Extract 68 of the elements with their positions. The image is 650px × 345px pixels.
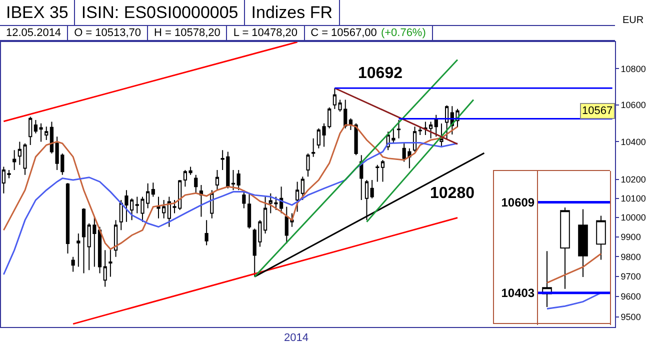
line-series — [546, 252, 602, 284]
candlestick — [28, 116, 32, 146]
candlestick — [236, 169, 240, 191]
y-tick-label: 10100 — [620, 193, 646, 204]
candlestick — [231, 169, 236, 191]
y-tick-label: 10600 — [620, 100, 646, 110]
annotation: 10692 — [358, 65, 403, 82]
text: Indizes FR — [245, 0, 340, 25]
y-tick-label: 10609 — [501, 195, 535, 210]
text: H = 10578,20 — [148, 26, 228, 40]
candlestick — [578, 208, 588, 278]
candlestick — [306, 152, 310, 178]
candlestick — [108, 248, 112, 278]
chart-subtitle: ISIN: ES0SI0000005 — [75, 0, 246, 25]
candlestick — [296, 181, 300, 212]
candlestick — [151, 182, 155, 198]
candlestick — [76, 232, 80, 268]
candlestick — [44, 126, 48, 141]
y-tick-label: 10200 — [620, 174, 646, 184]
y-tick-label: 9700 — [620, 272, 641, 282]
y-axis-title: EUR — [621, 14, 645, 28]
text: 12.05.2014 — [0, 26, 68, 40]
candlestick — [376, 164, 380, 182]
candlestick — [370, 180, 374, 199]
text: C = 10567,00 — [310, 27, 377, 39]
text: 2014 — [284, 332, 308, 344]
candlestick — [300, 176, 304, 201]
candlestick — [242, 190, 246, 209]
candlestick — [82, 208, 86, 274]
candlestick — [354, 122, 358, 156]
text: L = 10478,20 — [227, 26, 305, 40]
text: O = 10513,70 — [68, 26, 148, 40]
candlestick — [434, 114, 438, 138]
y-tick-label: 10000 — [620, 212, 646, 223]
text: (+0.76%) — [380, 27, 426, 39]
candlestick — [560, 207, 570, 290]
candlestick — [50, 121, 54, 154]
candlestick — [66, 182, 70, 254]
y-tick-label: 10400 — [620, 136, 646, 147]
annotation: 10567 — [582, 105, 613, 117]
candlestick — [204, 220, 208, 246]
y-tick-label: 9900 — [620, 232, 641, 242]
line-series — [546, 292, 602, 310]
candlestick — [12, 150, 16, 170]
candlestick — [364, 180, 369, 221]
candlestick — [418, 126, 422, 136]
candlestick — [596, 215, 606, 260]
candlestick — [412, 126, 417, 152]
candlestick — [396, 120, 401, 139]
candlestick — [380, 160, 385, 182]
candlestick — [440, 123, 444, 148]
y-tick-label: 9500 — [620, 312, 641, 322]
candlestick — [199, 184, 204, 218]
candlestick — [71, 256, 75, 272]
candlestick — [194, 174, 198, 194]
annotation: 10280 — [430, 185, 475, 202]
candlestick — [103, 250, 107, 288]
chart-title: IBEX 35 — [0, 0, 76, 25]
candlestick — [312, 138, 316, 158]
y-tick-label: 10403 — [501, 286, 535, 300]
y-tick-label: 9600 — [620, 292, 641, 302]
candlestick — [247, 192, 252, 230]
candlestick — [445, 104, 449, 140]
candlestick — [98, 226, 102, 274]
y-tick-label: 9800 — [620, 252, 641, 262]
candlestick — [215, 169, 220, 191]
y-tick-label: 10800 — [620, 64, 646, 74]
candlestick — [114, 220, 118, 258]
